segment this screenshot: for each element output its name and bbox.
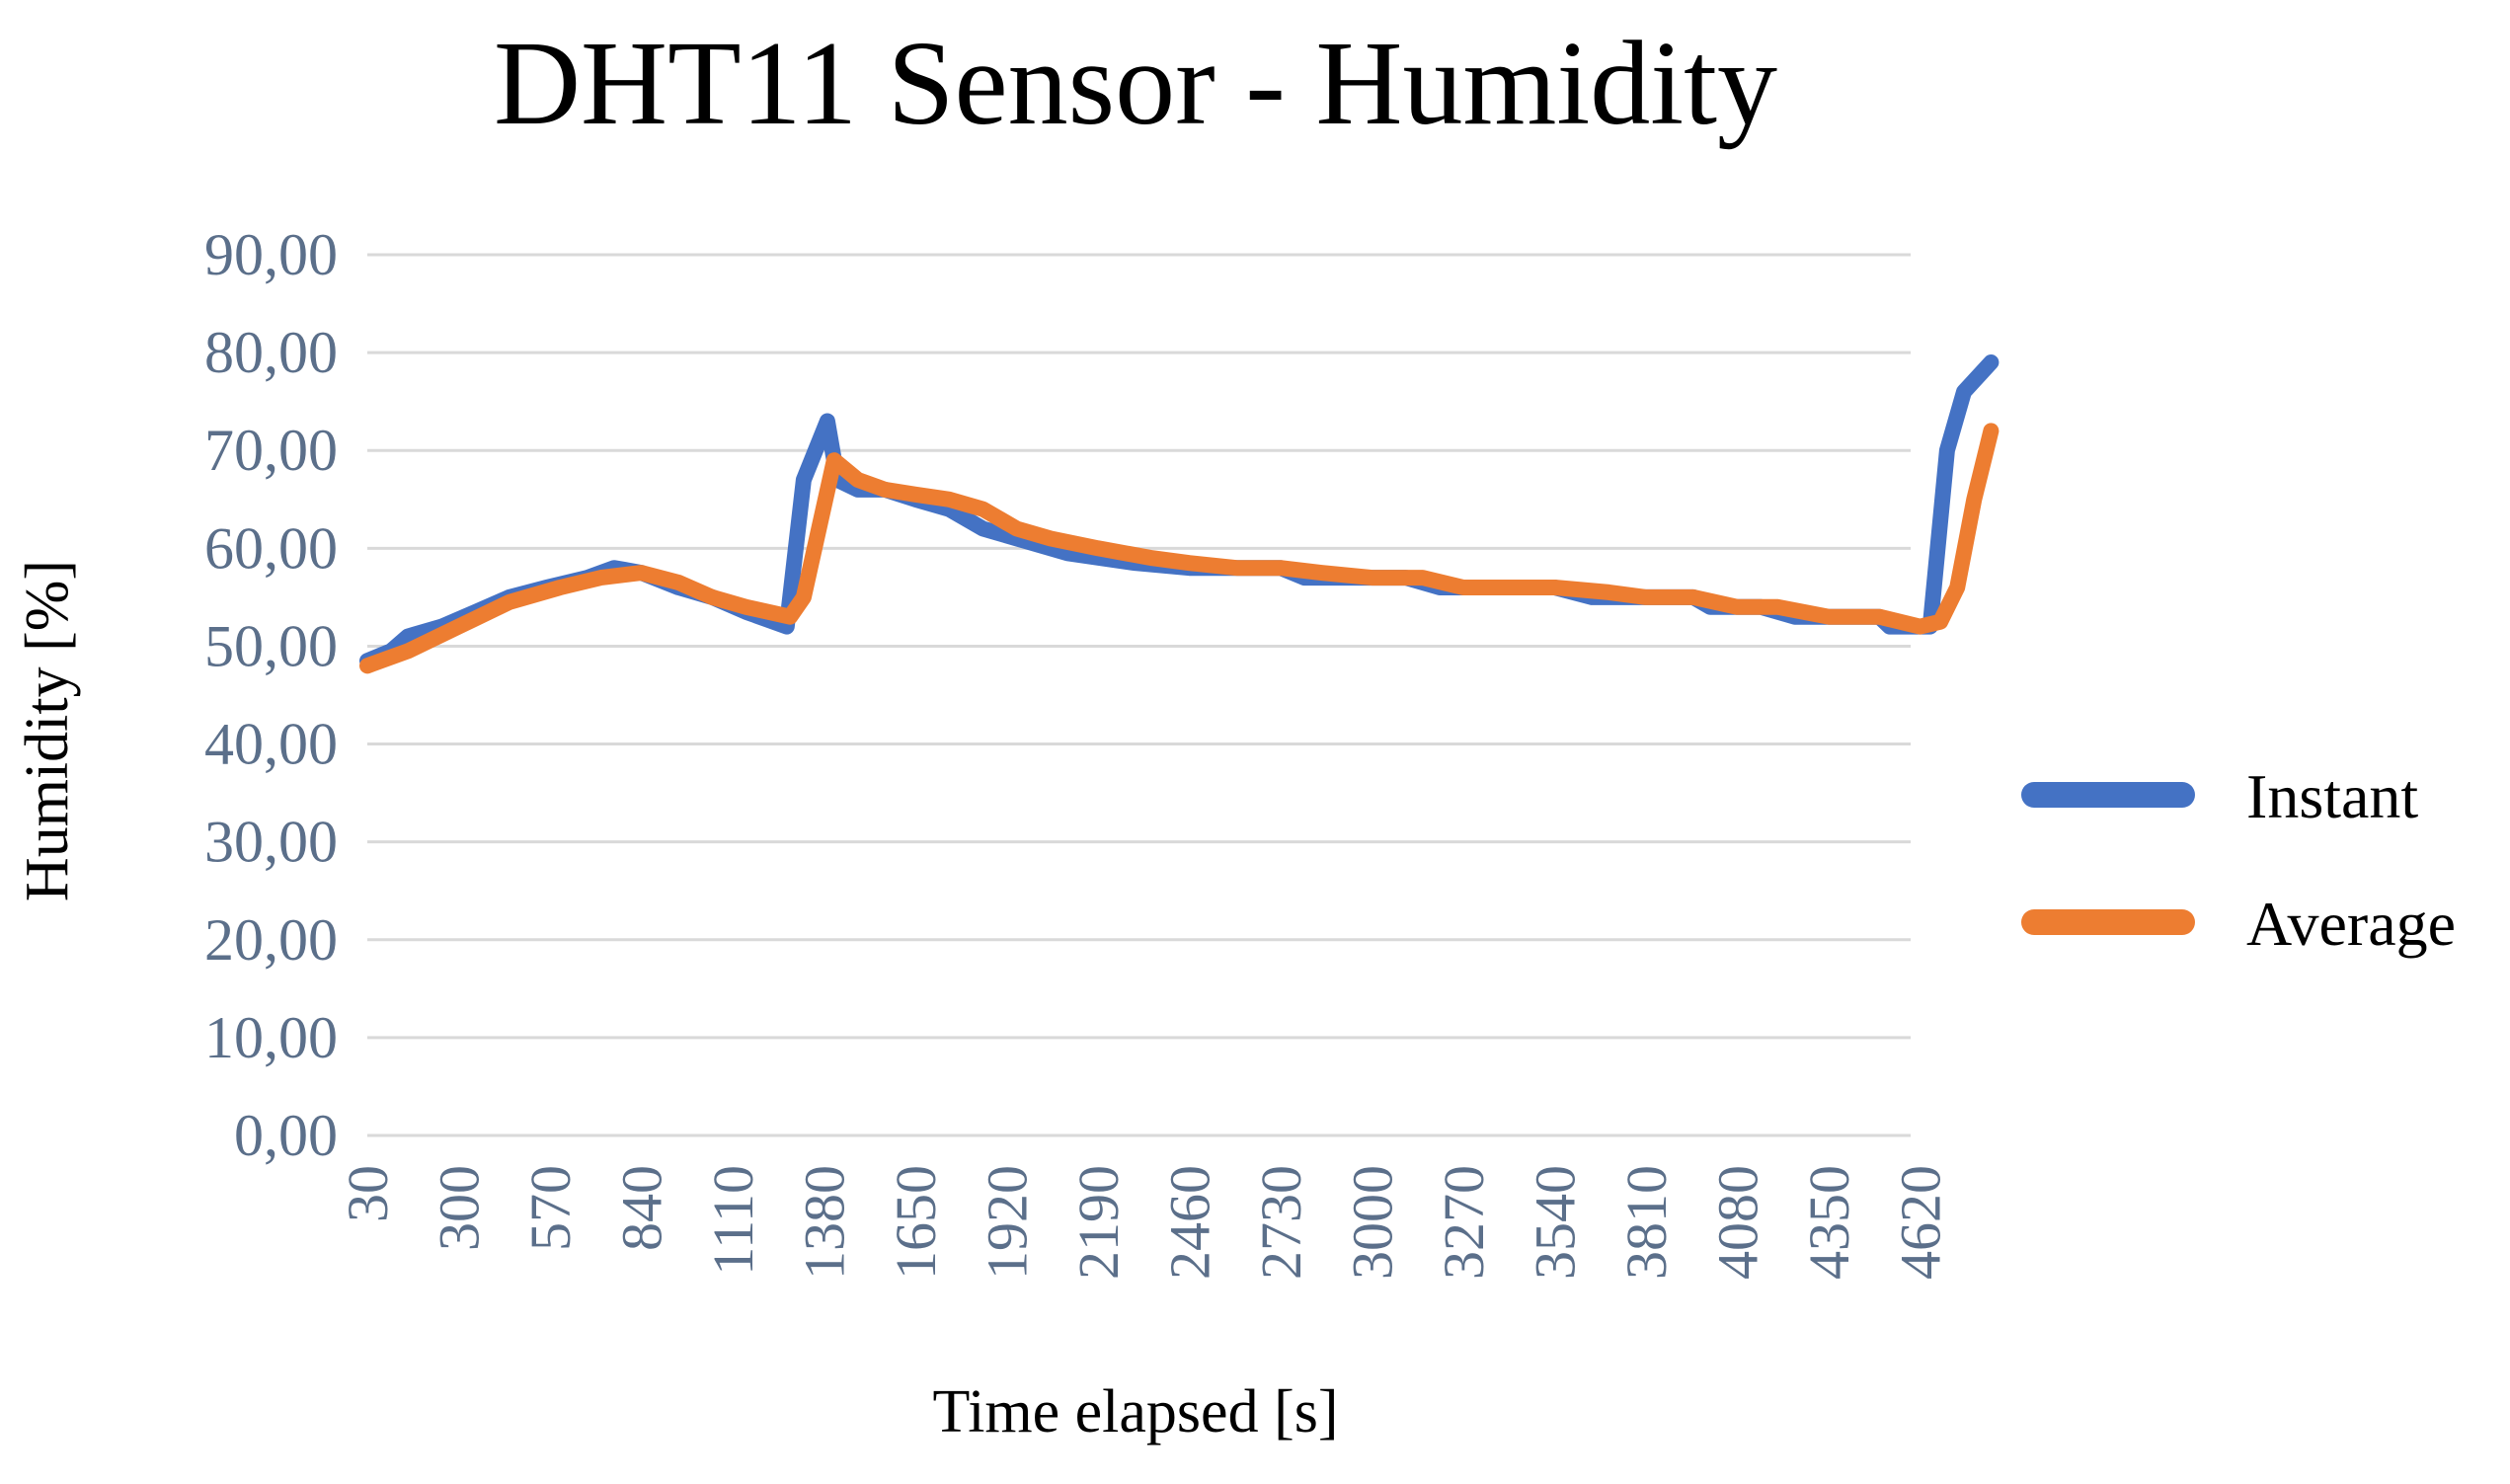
x-tick-label: 30 [336,1165,400,1222]
y-tick-label: 0,00 [234,1103,338,1168]
y-tick-label: 80,00 [204,320,338,385]
y-tick-label: 90,00 [204,222,338,287]
x-tick-label: 3540 [1524,1165,1588,1280]
legend: Instant Average [2021,761,2456,959]
x-tick-label: 570 [518,1165,583,1251]
x-tick-label: 840 [610,1165,674,1251]
x-tick-label: 300 [428,1165,492,1251]
y-tick-label: 10,00 [204,1005,338,1070]
gridlines [367,253,1911,1137]
y-tick-label: 20,00 [204,907,338,973]
legend-label-average: Average [2246,889,2456,959]
y-tick-label: 60,00 [204,515,338,581]
x-tick-label: 4350 [1797,1165,1861,1280]
x-axis-label: Time elapsed [s] [933,1378,1339,1445]
x-tick-label: 2730 [1249,1165,1313,1280]
x-tick-label: 4080 [1706,1165,1770,1280]
x-tick-label: 2190 [1066,1165,1131,1280]
series-lines [359,354,2000,674]
y-tick-label: 40,00 [204,712,338,777]
x-tick-label: 4620 [1889,1165,1953,1280]
y-tick-label: 30,00 [204,810,338,875]
series-line-average [359,423,2000,674]
y-tick-label: 70,00 [204,418,338,483]
y-axis-label: Humidity [%] [14,560,81,901]
x-tick-label: 3000 [1341,1165,1405,1280]
x-tick-label: 3810 [1614,1165,1679,1280]
legend-label-instant: Instant [2246,761,2418,831]
x-tick-label: 1110 [701,1165,765,1276]
y-tick-label: 50,00 [204,613,338,678]
x-tick-label: 1920 [976,1165,1040,1280]
x-axis-ticks: 30 300 570 840 1110 1380 1650 1920 2190 2460 2730 3… [336,1165,1953,1280]
y-axis-ticks: 0,00 10,00 20,00 30,00 40,00 50,00 60,00 70,00 8… [204,222,338,1168]
x-tick-label: 3270 [1432,1165,1496,1280]
x-tick-label: 2460 [1158,1165,1222,1280]
chart-title: DHT11 Sensor - Humidity [493,17,1778,150]
series-line-instant [359,354,2000,669]
x-tick-label: 1380 [793,1165,857,1280]
x-tick-label: 1650 [884,1165,948,1280]
